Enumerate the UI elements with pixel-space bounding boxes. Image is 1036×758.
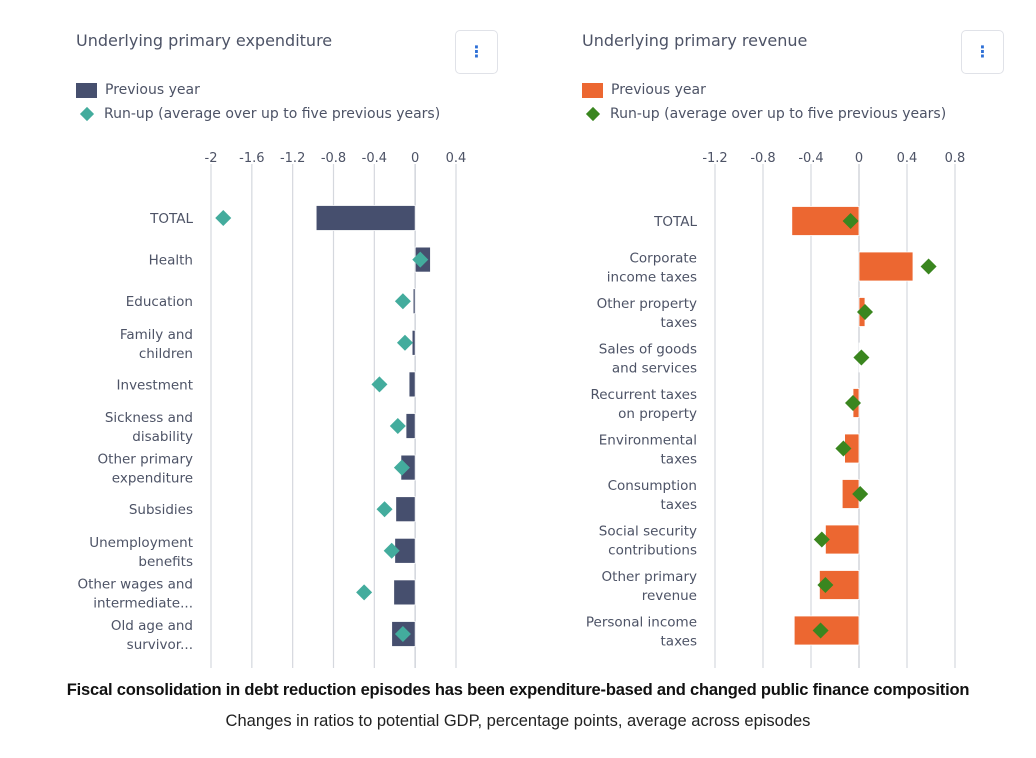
legend-bar-swatch (76, 82, 97, 98)
category-label: Health (149, 253, 193, 269)
category-label: Subsidies (129, 502, 193, 518)
category-label: TOTAL (149, 211, 193, 227)
marker-run-up[interactable] (835, 440, 852, 457)
marker-run-up[interactable] (356, 584, 373, 601)
category-label: Family and children (120, 327, 193, 362)
x-tick-label: -1.6 (239, 151, 264, 166)
category-label: Old age and survivor... (111, 618, 193, 653)
marker-run-up[interactable] (389, 418, 406, 434)
marker-run-up[interactable] (376, 501, 393, 518)
bar-previous-year[interactable] (408, 371, 416, 398)
revenue-panel: Underlying primary revenue ⋮ Previous ye… (518, 0, 1036, 670)
x-tick-label: 0.4 (897, 151, 918, 166)
x-tick-label: -1.2 (280, 151, 305, 166)
x-tick-label: 0.4 (446, 151, 467, 166)
bar-previous-year[interactable] (412, 288, 416, 315)
legend-item-previous-year[interactable]: Previous year (76, 82, 200, 98)
legend-label: Run-up (average over up to five previous… (104, 106, 441, 122)
legend-item-previous-year[interactable]: Previous year (582, 82, 706, 98)
more-vertical-icon: ⋮ (974, 42, 991, 61)
revenue-chart-title: Underlying primary revenue (582, 31, 808, 50)
expenditure-menu-button[interactable]: ⋮ (455, 30, 498, 74)
legend-diamond-swatch (79, 106, 95, 122)
category-label: Other primary revenue (602, 569, 697, 604)
category-label: Unemployment benefits (89, 535, 193, 570)
category-label: Consumption taxes (608, 478, 697, 513)
category-label: Corporate income taxes (607, 251, 697, 286)
legend-label: Previous year (611, 82, 706, 98)
category-label: Social security contributions (599, 524, 697, 559)
revenue-menu-button[interactable]: ⋮ (961, 30, 1004, 74)
marker-run-up[interactable] (920, 258, 937, 275)
category-label: Sales of goods and services (599, 342, 697, 377)
more-vertical-icon: ⋮ (468, 42, 485, 61)
legend-bar-swatch (582, 82, 603, 98)
category-label: Sickness and disability (105, 410, 193, 445)
bar-previous-year[interactable] (393, 579, 416, 606)
legend-item-run-up[interactable]: Run-up (average over up to five previous… (582, 106, 946, 122)
legend-diamond-swatch (585, 106, 601, 122)
marker-run-up[interactable] (412, 251, 429, 268)
x-tick-label: -0.4 (798, 151, 823, 166)
bar-previous-year[interactable] (824, 524, 860, 555)
marker-run-up[interactable] (396, 334, 413, 351)
marker-run-up[interactable] (813, 531, 830, 548)
bar-previous-year[interactable] (405, 413, 416, 439)
x-tick-label: -0.4 (362, 151, 387, 166)
bar-previous-year[interactable] (858, 251, 914, 282)
expenditure-chart-title: Underlying primary expenditure (76, 31, 333, 50)
marker-run-up[interactable] (394, 626, 411, 642)
bar-previous-year[interactable] (315, 205, 416, 231)
category-label: Recurrent taxes on property (590, 387, 697, 422)
legend-item-run-up[interactable]: Run-up (average over up to five previous… (76, 106, 440, 122)
x-tick-label: -2 (205, 151, 218, 166)
category-label: Investment (117, 377, 193, 393)
x-tick-label: 0 (855, 151, 863, 166)
marker-run-up[interactable] (817, 577, 834, 593)
figure-subtitle: Changes in ratios to potential GDP, perc… (225, 712, 811, 730)
marker-run-up[interactable] (812, 622, 829, 639)
expenditure-chart: -2 -1.6 -1.2 -0.8 -0.4 0 0.4 TOTAL Health Educati… (77, 151, 467, 668)
category-label: Environmental taxes (599, 433, 697, 468)
marker-run-up[interactable] (845, 395, 861, 411)
category-label: Education (126, 294, 193, 310)
marker-run-up[interactable] (853, 349, 870, 366)
x-tick-label: 0.8 (945, 151, 966, 166)
x-tick-label: 0 (411, 151, 419, 166)
bar-previous-year[interactable] (395, 496, 416, 523)
marker-run-up[interactable] (857, 304, 873, 320)
marker-run-up[interactable] (383, 542, 400, 559)
category-label: Other property taxes (597, 296, 697, 331)
marker-run-up[interactable] (215, 210, 232, 226)
marker-run-up[interactable] (394, 293, 411, 310)
marker-run-up[interactable] (393, 459, 410, 476)
marker-run-up[interactable] (371, 376, 388, 393)
x-tick-label: -1.2 (702, 151, 727, 166)
x-tick-label: -0.8 (321, 151, 346, 166)
category-label: Other primary expenditure (98, 452, 193, 487)
marker-run-up[interactable] (852, 486, 869, 502)
expenditure-panel: Underlying primary expenditure ⋮ Previou… (0, 0, 518, 670)
legend-label: Run-up (average over up to five previous… (610, 106, 947, 122)
category-label: Other wages and intermediate... (77, 576, 193, 611)
marker-run-up[interactable] (842, 213, 859, 229)
x-tick-label: -0.8 (750, 151, 775, 166)
revenue-chart: -1.2 -0.8 -0.4 0 0.4 0.8 TOTAL Corporate income … (586, 151, 966, 668)
legend-label: Previous year (105, 82, 200, 98)
category-label: TOTAL (653, 214, 697, 230)
category-label: Personal income taxes (586, 615, 697, 650)
figure-title: Fiscal consolidation in debt reduction e… (66, 681, 970, 699)
